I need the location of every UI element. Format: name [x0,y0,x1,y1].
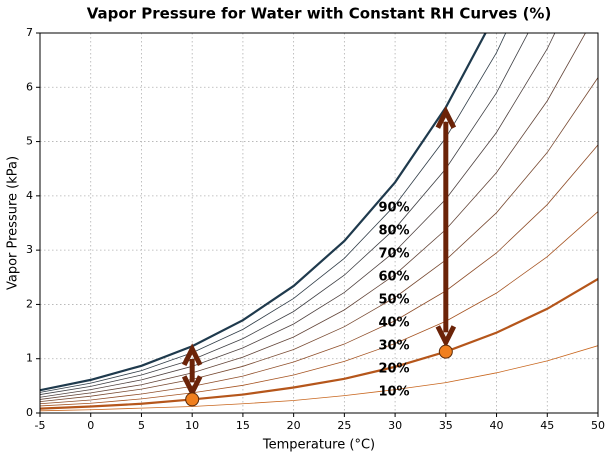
overlay: 10% 20% 30% 40% 50% 60% 70% 80% 90% [181,106,457,407]
y-tick-label: 5 [26,135,33,148]
x-tick-label: 40 [490,419,504,432]
y-tick-label: 0 [26,406,33,419]
x-axis-label: Temperature (°C) [262,438,375,453]
rh-curve [40,33,507,393]
chart-title: Vapor Pressure for Water with Constant R… [87,5,552,23]
curve-label: 30% [378,339,409,354]
rh-curve [40,33,529,395]
x-tick-label: 30 [388,419,402,432]
rh-curve [40,144,598,405]
y-tick-label: 6 [26,80,33,93]
y-tick-label: 2 [26,297,33,310]
curve-label: 10% [378,385,409,400]
y-tick-label: 4 [26,189,33,202]
arrow [435,106,457,349]
plot-frame [39,32,599,414]
marker-point [438,344,453,359]
arrow-head [181,375,203,398]
y-tick-label: 7 [26,26,33,39]
x-tick-label: 0 [87,419,94,432]
y-tick-label: 1 [26,352,33,365]
x-tick-label: 20 [287,419,301,432]
x-tick-label: 5 [138,419,145,432]
rh-curve [40,33,586,400]
curve-label: 50% [378,293,409,308]
curve-label: 40% [378,316,409,331]
x-tick-label: 25 [337,419,351,432]
curve-label: 20% [378,362,409,377]
y-tick-label: 3 [26,243,33,256]
rh-curve [40,33,487,392]
arrow-head [435,325,457,349]
rh-curve [40,33,556,398]
curve-label: 80% [378,224,409,239]
rh-curve [40,211,598,407]
rh-curve [40,345,598,412]
arrow-head [435,106,457,129]
plot-area [40,33,598,412]
y-axis-label: Vapor Pressure (kPa) [6,156,21,290]
x-tick-label: 15 [236,419,250,432]
curve-label: 70% [378,247,409,262]
x-tick-label: 10 [185,419,199,432]
rh-curve [40,77,598,402]
arrow [181,343,203,398]
x-tick-label: 50 [591,419,605,432]
rh-curve [40,277,598,410]
x-tick-label: -5 [35,419,46,432]
curve-label: 90% [378,201,409,216]
curve-label: 60% [378,270,409,285]
x-tick-label: 35 [439,419,453,432]
marker-point [185,392,200,407]
arrow-head [181,343,203,367]
x-tick-label: 45 [540,419,554,432]
